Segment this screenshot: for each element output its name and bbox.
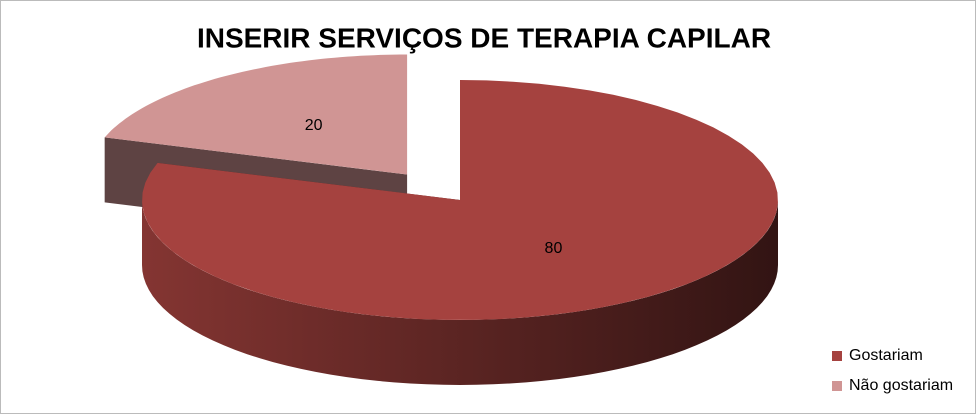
chart-title: INSERIR SERVIÇOS DE TERAPIA CAPILAR [197, 22, 771, 53]
legend-label: Gostariam [849, 347, 923, 364]
slice-side [142, 200, 778, 385]
slice [142, 80, 778, 385]
slice-top [104, 54, 408, 175]
value-label: 80 [545, 240, 563, 257]
legend-swatch [832, 381, 842, 391]
value-label: 20 [305, 117, 323, 134]
slice-top [142, 80, 778, 320]
legend-swatch [832, 351, 842, 361]
legend-label: Não gostariam [849, 377, 953, 394]
